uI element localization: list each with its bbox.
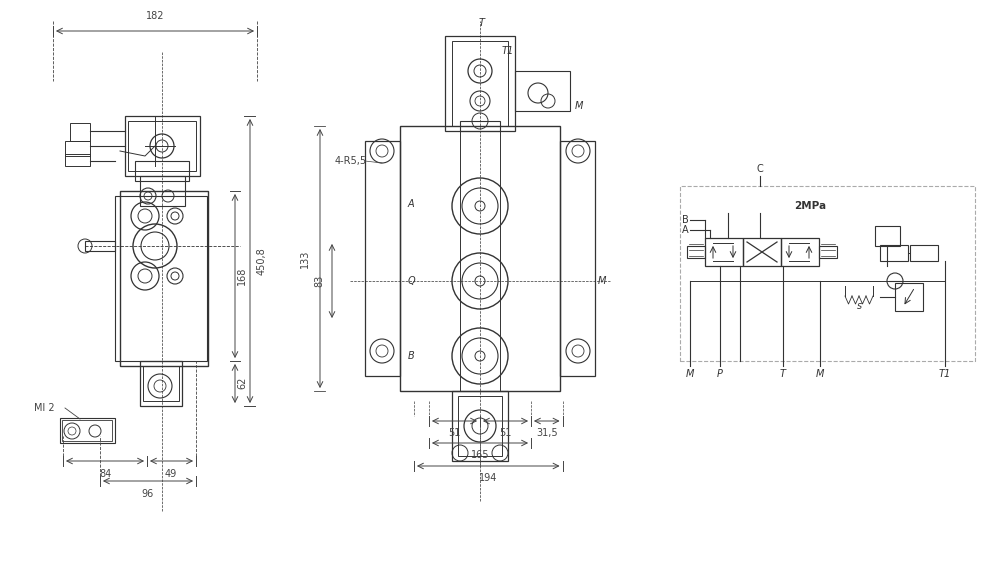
Bar	[85, 241, 115, 251]
Bar	[128, 121, 196, 171]
Bar	[65, 141, 90, 156]
Bar	[365, 141, 400, 376]
Text: 96: 96	[142, 489, 154, 499]
Bar	[62, 420, 112, 441]
Bar	[460, 121, 500, 131]
Bar	[819, 246, 837, 258]
Bar	[400, 126, 560, 391]
Bar	[743, 238, 781, 266]
Text: 4-R5,5: 4-R5,5	[335, 156, 367, 166]
Bar	[140, 176, 185, 206]
Bar	[125, 116, 200, 176]
Bar	[135, 161, 189, 181]
Text: T1: T1	[502, 46, 514, 56]
Bar	[65, 154, 90, 166]
Text: Q: Q	[408, 276, 416, 286]
Text: 51: 51	[448, 428, 461, 438]
Text: B: B	[408, 351, 415, 361]
Bar	[60, 418, 115, 443]
Text: Ml 2: Ml 2	[34, 403, 55, 413]
Text: A: A	[408, 199, 415, 209]
Text: T: T	[780, 369, 786, 379]
Bar	[560, 141, 595, 376]
Text: M: M	[598, 276, 606, 286]
Text: 194: 194	[479, 473, 497, 483]
Bar	[120, 191, 208, 366]
Bar	[895, 283, 923, 311]
Text: 83: 83	[314, 275, 324, 287]
Text: T: T	[479, 18, 485, 28]
Text: 84: 84	[99, 469, 111, 479]
Text: 450,8: 450,8	[257, 247, 267, 275]
Text: 49: 49	[165, 469, 177, 479]
Text: 165: 165	[471, 450, 489, 460]
Text: 133: 133	[300, 250, 310, 268]
Bar	[458, 396, 502, 456]
Bar	[452, 41, 508, 126]
Bar	[910, 245, 938, 261]
Bar	[143, 366, 179, 401]
Bar	[115, 196, 207, 361]
Text: 51: 51	[499, 428, 512, 438]
Text: 62: 62	[237, 377, 247, 389]
Bar	[452, 391, 508, 461]
Text: P: P	[717, 369, 723, 379]
Bar	[880, 245, 908, 261]
Bar	[445, 36, 515, 131]
Bar	[705, 238, 743, 266]
Text: M: M	[816, 369, 824, 379]
Text: 2MPa: 2MPa	[794, 201, 826, 211]
Text: 168: 168	[237, 267, 247, 285]
Bar	[140, 361, 182, 406]
Text: s: s	[856, 301, 862, 311]
Text: 31,5: 31,5	[536, 428, 558, 438]
Text: C: C	[757, 164, 763, 174]
Bar	[687, 246, 705, 258]
Text: 182: 182	[146, 11, 164, 21]
Text: A: A	[682, 225, 688, 235]
Text: M: M	[575, 101, 583, 111]
Text: T1: T1	[939, 369, 951, 379]
Bar	[515, 71, 570, 111]
Text: B: B	[682, 215, 688, 225]
Text: M: M	[686, 369, 694, 379]
Bar	[875, 226, 900, 246]
Bar	[70, 123, 90, 141]
Bar	[680, 186, 975, 361]
Bar	[781, 238, 819, 266]
